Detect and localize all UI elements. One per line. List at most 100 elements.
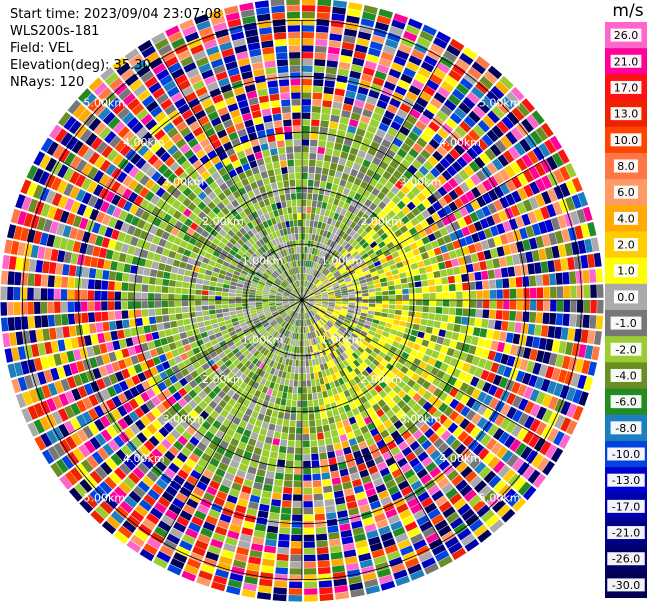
ppi-cell [314,52,327,60]
ppi-cell [187,191,197,202]
ppi-cell [324,154,332,162]
ppi-cell [378,201,387,210]
ppi-cell [316,281,322,287]
ppi-cell [532,336,541,349]
ppi-cell [357,218,365,227]
ppi-cell [524,134,537,149]
ppi-cell [308,300,315,302]
ppi-cell [382,538,396,548]
ppi-cell [490,248,499,259]
ppi-cell [328,457,337,466]
ppi-cell [321,304,328,307]
ppi-cell [239,365,248,373]
ppi-cell [368,288,375,293]
ppi-cell [276,259,282,267]
ppi-cell [476,504,491,518]
ppi-cell [271,311,279,316]
ppi-cell [257,269,264,275]
ppi-cell [393,569,408,580]
ppi-cell [332,283,340,288]
ppi-cell [184,373,194,383]
ppi-cell [69,362,79,375]
ppi-cell [395,533,409,544]
ppi-cell [444,153,456,165]
ppi-cell [320,327,326,334]
ppi-cell [408,424,419,435]
ppi-cell [219,340,227,347]
ppi-cell [277,459,286,467]
ppi-cell [472,124,485,137]
ppi-cell [375,291,382,296]
ppi-cell [286,308,292,314]
ppi-cell [262,364,269,372]
ppi-cell [574,358,584,373]
ppi-cell [224,257,232,264]
ppi-cell [161,293,168,300]
ppi-cell [503,366,513,378]
ppi-cell [123,389,134,401]
ppi-cell [314,59,326,67]
ppi-cell [386,165,396,175]
ppi-cell [153,556,168,569]
ppi-cell [396,371,405,380]
ppi-cell [430,167,441,178]
ppi-cell [335,191,342,200]
ppi-cell [382,45,397,55]
ppi-cell [218,229,227,237]
ppi-cell [128,310,136,319]
ppi-cell [325,322,332,328]
ppi-cell [192,361,201,370]
ppi-cell [422,306,429,313]
ppi-cell [483,470,497,484]
ppi-cell [318,357,323,365]
ppi-cell [291,521,302,528]
ppi-cell [221,216,230,225]
ppi-cell [257,248,264,256]
ppi-cell [344,349,352,357]
ppi-cell [407,563,422,575]
ppi-cell [448,315,456,323]
ppi-cell [200,262,208,269]
ppi-cell [527,323,536,335]
ppi-cell [316,343,322,351]
ppi-cell [186,558,201,569]
ppi-cell [484,148,497,161]
ppi-cell [134,395,145,406]
ppi-cell [302,260,304,267]
ppi-cell [462,47,478,60]
ppi-cell [73,349,82,361]
ppi-cell [285,344,290,352]
ppi-cell [496,341,506,353]
ppi-cell [229,523,242,533]
ppi-cell [161,308,169,315]
ppi-cell [238,334,246,340]
ppi-cell [242,306,249,310]
ppi-cell [179,261,187,269]
ppi-cell [175,313,183,320]
ppi-cell [553,383,564,397]
ppi-cell [453,266,461,275]
ppi-cell [115,320,123,330]
ppi-cell [369,118,380,128]
ppi-cell [519,359,529,371]
ppi-cell [281,321,287,327]
ppi-cell [453,143,466,156]
ppi-cell [197,235,206,243]
ppi-cell [310,268,314,275]
ppi-cell [313,351,318,359]
ppi-cell [65,390,76,404]
ppi-cell [342,300,349,303]
ppi-cell [555,354,565,368]
ppi-cell [441,216,451,226]
ppi-cell [343,166,352,175]
ppi-cell [263,322,270,328]
ppi-cell [190,469,202,480]
ppi-cell [409,294,416,300]
ppi-cell [319,342,324,350]
ppi-cell [471,388,481,400]
ppi-cell [282,297,289,299]
ppi-cell [27,273,35,286]
ppi-cell [435,307,443,314]
ppi-cell [485,259,494,270]
ppi-cell [477,391,487,403]
